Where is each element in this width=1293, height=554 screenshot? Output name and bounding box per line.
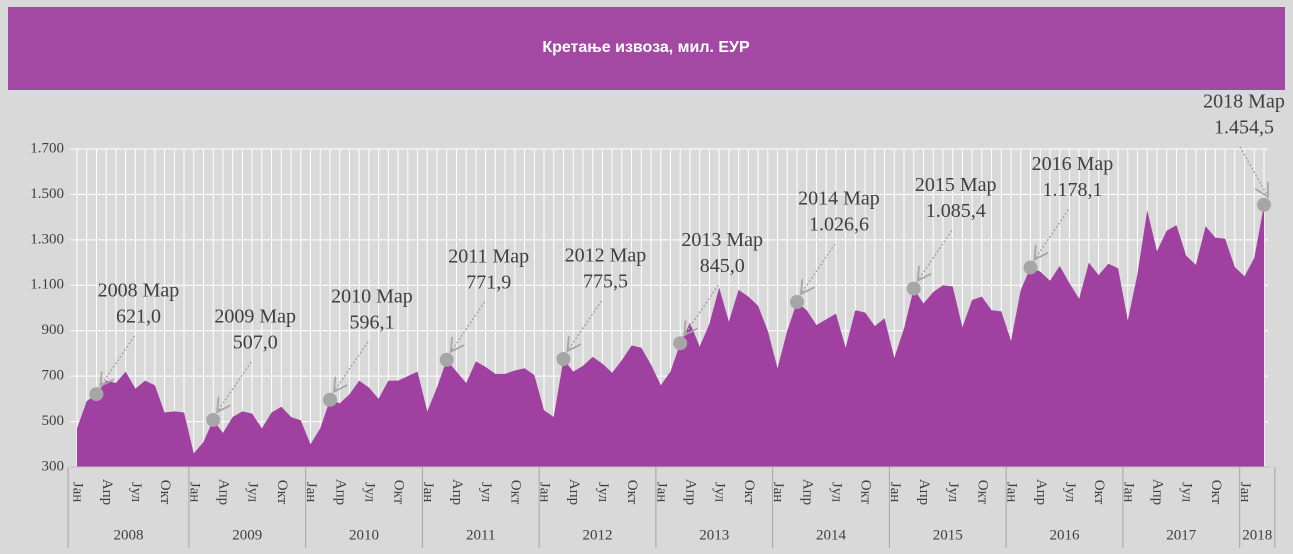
x-tick-label: Јан xyxy=(1004,482,1020,503)
x-tick-label: Апр xyxy=(566,479,582,505)
year-label: 2014 xyxy=(816,527,847,543)
year-label: 2018 xyxy=(1242,527,1272,543)
x-tick-label: Апр xyxy=(216,479,232,505)
x-tick-label: Апр xyxy=(449,479,465,505)
annotation-value: 621,0 xyxy=(116,306,161,328)
annotation-value: 596,1 xyxy=(349,311,394,333)
year-label: 2009 xyxy=(232,527,262,543)
annotation-label: 2010 Мар xyxy=(331,285,413,307)
x-tick-label: Јул xyxy=(595,482,611,503)
y-tick-label: 900 xyxy=(42,322,65,338)
x-tick-label: Јан xyxy=(70,482,86,503)
annotation-value: 1.026,6 xyxy=(809,214,869,236)
x-tick-label: Јул xyxy=(712,482,728,503)
y-tick-label: 1.300 xyxy=(30,231,64,247)
annotation-label: 2008 Мар xyxy=(98,280,180,302)
x-tick-label: Јул xyxy=(361,482,377,503)
x-tick-label: Јул xyxy=(828,482,844,503)
annotation-label: 2013 Мар xyxy=(681,229,763,251)
x-tick-label: Апр xyxy=(332,479,348,505)
x-tick-label: Апр xyxy=(1033,479,1049,505)
annotation-label: 2016 Мар xyxy=(1032,153,1114,175)
y-tick-label: 1.700 xyxy=(30,140,64,156)
annotation-arrow xyxy=(1239,146,1268,197)
y-tick-label: 500 xyxy=(42,413,65,429)
x-tick-label: Јан xyxy=(420,482,436,503)
annotation-label: 2009 Мар xyxy=(214,306,296,328)
year-label: 2010 xyxy=(349,527,379,543)
x-tick-label: Јан xyxy=(303,482,319,503)
y-tick-label: 1.500 xyxy=(30,186,64,202)
x-tick-label: Окт xyxy=(858,480,874,505)
y-tick-label: 300 xyxy=(42,458,65,474)
year-label: 2017 xyxy=(1166,527,1197,543)
x-tick-label: Јул xyxy=(945,482,961,503)
data-point xyxy=(789,294,804,309)
x-tick-label: Јул xyxy=(1062,482,1078,503)
annotation-value: 1.085,4 xyxy=(926,200,986,222)
area xyxy=(77,204,1264,468)
x-tick-label: Окт xyxy=(1091,480,1107,505)
title-banner xyxy=(8,7,1285,90)
data-point xyxy=(673,336,688,351)
annotation-value: 507,0 xyxy=(233,332,278,354)
data-point xyxy=(1023,260,1038,275)
annotation-label: 2018 Мар xyxy=(1203,90,1285,112)
y-tick-label: 700 xyxy=(42,368,65,384)
annotation-label: 2014 Мар xyxy=(798,188,880,210)
data-point xyxy=(206,412,221,427)
x-tick-label: Апр xyxy=(683,479,699,505)
x-tick-label: Апр xyxy=(99,479,115,505)
annotation-value: 1.178,1 xyxy=(1042,179,1102,201)
year-label: 2013 xyxy=(699,527,729,543)
year-label: 2016 xyxy=(1050,527,1081,543)
x-tick-label: Окт xyxy=(974,480,990,505)
x-tick-label: Јан xyxy=(1237,482,1253,503)
x-tick-label: Апр xyxy=(1150,479,1166,505)
x-tick-label: Јул xyxy=(245,482,261,503)
x-tick-label: Окт xyxy=(1208,480,1224,505)
x-tick-label: Јан xyxy=(537,482,553,503)
x-tick-label: Окт xyxy=(391,480,407,505)
x-tick-label: Јан xyxy=(1120,482,1136,503)
y-tick-label: 1.100 xyxy=(30,277,64,293)
x-tick-label: Јан xyxy=(653,482,669,503)
data-point xyxy=(1257,197,1271,212)
x-tick-label: Окт xyxy=(624,480,640,505)
annotation-label: 2012 Мар xyxy=(565,245,647,267)
data-point xyxy=(439,352,454,367)
x-tick-label: Окт xyxy=(507,480,523,505)
x-tick-label: Окт xyxy=(274,480,290,505)
year-label: 2008 xyxy=(114,527,144,543)
annotation-label: 2011 Мар xyxy=(448,245,529,267)
annotation-value: 845,0 xyxy=(700,255,745,277)
data-point xyxy=(89,387,104,402)
data-point xyxy=(322,392,337,407)
annotation-label: 2015 Мар xyxy=(915,174,997,196)
chart-title: Кретање извоза, мил. ЕУР xyxy=(542,39,750,56)
year-label: 2012 xyxy=(583,527,613,543)
x-tick-label: Јул xyxy=(128,482,144,503)
x-tick-label: Јан xyxy=(770,482,786,503)
year-label: 2015 xyxy=(933,527,963,543)
annotation-value: 771,9 xyxy=(466,271,511,293)
data-point xyxy=(906,281,921,296)
x-tick-label: Јан xyxy=(887,482,903,503)
x-tick-label: Окт xyxy=(741,480,757,505)
x-tick-label: Апр xyxy=(799,479,815,505)
x-tick-label: Јан xyxy=(186,482,202,503)
annotation-value: 775,5 xyxy=(583,271,628,293)
x-tick-label: Јул xyxy=(478,482,494,503)
year-label: 2011 xyxy=(466,527,495,543)
annotation-value: 1.454,5 xyxy=(1214,116,1274,138)
x-tick-label: Јул xyxy=(1179,482,1195,503)
x-tick-label: Окт xyxy=(157,480,173,505)
x-tick-label: Апр xyxy=(916,479,932,505)
data-point xyxy=(556,351,571,366)
